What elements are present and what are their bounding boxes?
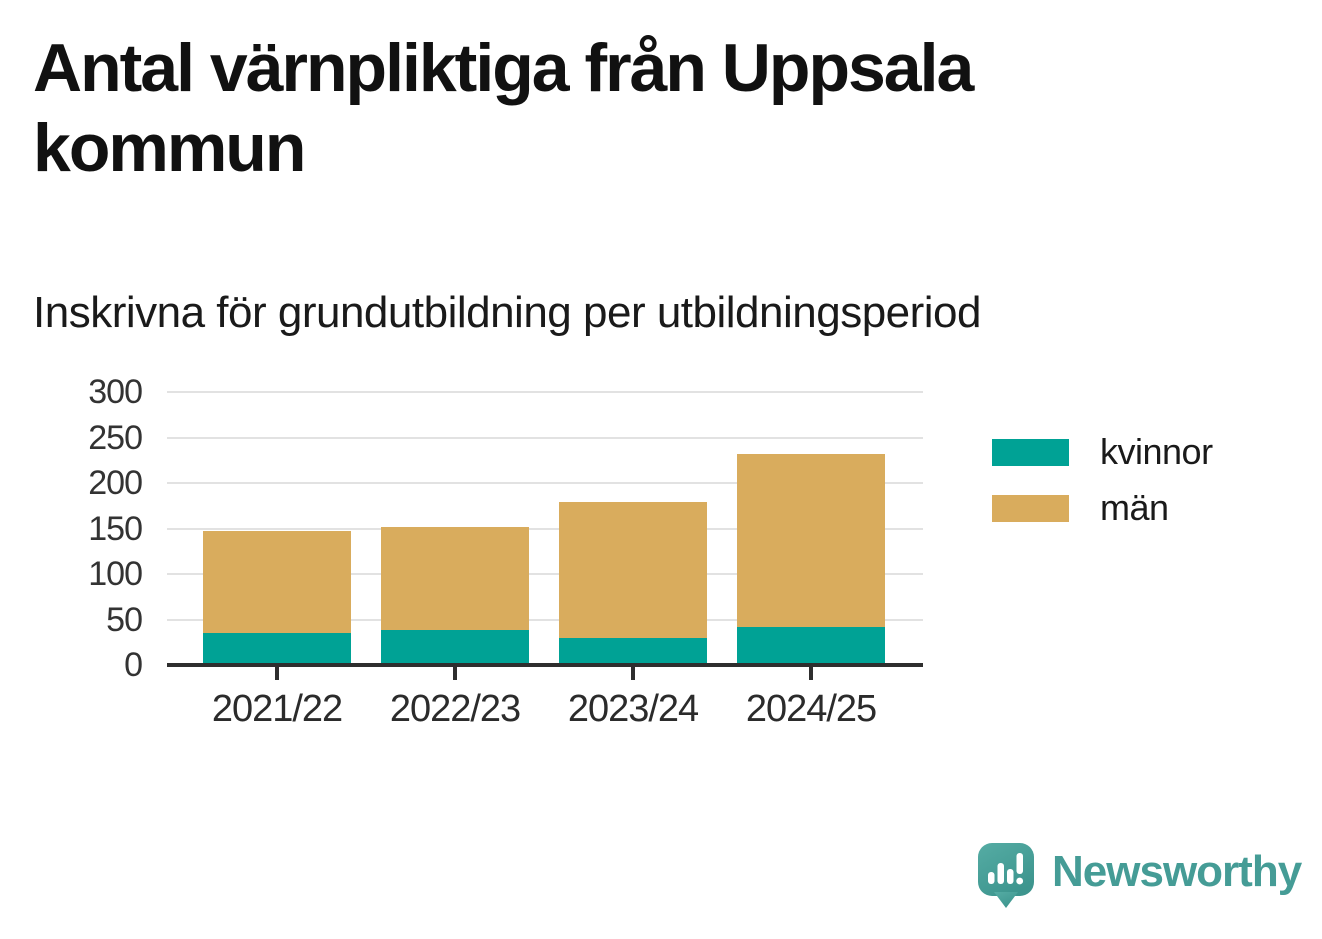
legend-label: kvinnor: [1100, 431, 1213, 472]
legend-label: män: [1100, 487, 1169, 528]
y-axis-tick-label: 250: [88, 418, 143, 457]
gridline-100: [167, 573, 923, 575]
gridline-150: [167, 527, 923, 530]
x-axis-category-label: 2022/23: [389, 688, 521, 730]
newsworthy-logo-icon: [978, 843, 1034, 908]
speech-bubble-shape: [978, 843, 1034, 908]
x-axis-category-label: 2021/22: [211, 688, 343, 730]
chart-subtitle: Inskrivna för grundutbildning per utbild…: [33, 288, 982, 337]
x-axis-tick: [275, 667, 279, 680]
x-axis-tick: [631, 667, 635, 680]
y-axis-tick-label: 100: [88, 555, 143, 593]
bar-kvinnor-2024-25: [737, 626, 885, 663]
bar-chart-glyph: [988, 853, 1024, 885]
gridline-200: [167, 482, 923, 484]
bar-kvinnor-2021-22: [203, 632, 351, 663]
x-axis-category-label: 2024/25: [745, 688, 877, 730]
bar-m-n-2023-24: [559, 501, 707, 638]
x-axis-tick: [453, 667, 457, 680]
bar-m-n-2021-22: [203, 531, 351, 633]
bar-kvinnor-2022-23: [381, 630, 529, 663]
y-axis-tick-label: 0: [124, 646, 143, 684]
gridline-250: [167, 436, 923, 439]
x-axis-line: [167, 663, 923, 667]
y-axis-tick-label: 150: [88, 509, 143, 548]
bar-m-n-2024-25: [737, 453, 885, 627]
x-axis-tick: [809, 667, 813, 680]
x-axis-category-label: 2023/24: [567, 688, 699, 730]
y-axis-tick-label: 300: [88, 373, 143, 411]
legend-item-kvinnor: kvinnor: [992, 430, 1213, 474]
bar-m-n-2022-23: [381, 526, 529, 631]
newsworthy-logo: Newsworthy: [978, 843, 1302, 909]
y-axis-tick-label: 200: [88, 464, 143, 502]
legend-swatch: [992, 494, 1069, 522]
gridline-50: [167, 618, 923, 621]
chart-title: Antal värnpliktiga från Uppsala kommun: [33, 30, 974, 186]
legend-swatch: [992, 438, 1069, 466]
gridline-300: [167, 391, 923, 393]
newsworthy-logo-text: Newsworthy: [1052, 847, 1302, 896]
y-axis-tick-label: 50: [106, 600, 143, 639]
bar-kvinnor-2023-24: [559, 637, 707, 663]
legend-item-m-n: män: [992, 486, 1169, 530]
